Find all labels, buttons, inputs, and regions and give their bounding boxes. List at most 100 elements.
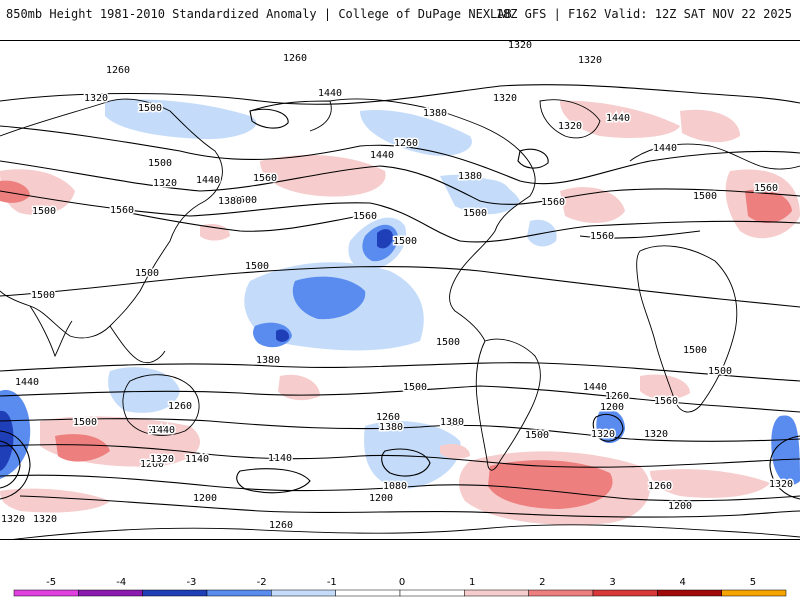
contour-label: 1440: [653, 143, 677, 154]
anomaly-neg-canada: [360, 110, 472, 156]
contour-1500-north: [0, 190, 800, 243]
contour-label: 1320: [84, 93, 108, 104]
contour-label: 1260: [106, 65, 130, 76]
contour-label: 1140: [268, 453, 292, 464]
contour-label: 1500: [148, 158, 172, 169]
contour-label: 1500: [463, 208, 487, 219]
contour-label: 1500: [393, 236, 417, 247]
contour-label: 1440: [151, 425, 175, 436]
contour-label: 1500: [436, 337, 460, 348]
colorbar-tick-label: 2: [539, 577, 545, 588]
contour-label: 1440: [196, 175, 220, 186]
colorbar-tick-label: -3: [186, 577, 196, 588]
colorbar-tick-label: 0: [399, 577, 405, 588]
anomaly-neg-west-edge-core: [0, 410, 14, 471]
colorbar-segment: [78, 589, 143, 597]
contour-label: 1200: [369, 493, 393, 504]
colorbar-segment: [142, 589, 208, 597]
contour-label: 1440: [370, 150, 394, 161]
contour-label: 1380: [458, 171, 482, 182]
contour-1380-north: [0, 125, 800, 185]
colorbar-segment: [528, 589, 594, 597]
anomaly-pos-south-ocean-west: [0, 488, 110, 513]
contour-label: 1380: [440, 417, 464, 428]
colorbar-tick-label: 4: [680, 577, 686, 588]
contour-label: 1500: [31, 290, 55, 301]
colorbar-tick-label: -4: [116, 577, 126, 588]
contour-label: 1320: [148, 425, 172, 436]
contour-low-west-2: [0, 440, 21, 489]
contour-label: 1380: [218, 196, 242, 207]
contour-1380-south: [0, 418, 800, 442]
contour-label: 1560: [541, 197, 565, 208]
contour-hudson-low: [517, 148, 549, 169]
contour-1500-south: [0, 362, 800, 382]
header-bar: 850mb Height 1981-2010 Standardized Anom…: [0, 0, 800, 30]
anomaly-pos-south-atlantic: [640, 374, 690, 400]
contour-label: 1260: [376, 412, 400, 423]
contour-label: 1320: [578, 55, 602, 66]
contour-label: 1440: [583, 382, 607, 393]
contour-label: 1320: [1, 514, 25, 525]
contour-label: 1260: [168, 401, 192, 412]
anomaly-pos-greenland: [560, 100, 680, 138]
anomaly-neg-east-edge: [771, 415, 800, 485]
contour-1080-south: [381, 448, 431, 477]
contour-label: 1260: [605, 391, 629, 402]
contour-label: 1260: [269, 520, 293, 531]
colorbar: -5 -4 -3 -2 -1 0 1 2 3 4 5: [0, 570, 800, 600]
colorbar-segment: [464, 589, 529, 597]
contour-label: 1080: [383, 481, 407, 492]
anomaly-pos-antarctic-core: [488, 460, 613, 509]
model-valid-time: 18Z GFS | F162 Valid: 12Z SAT NOV 22 202…: [495, 7, 792, 21]
colorbar-tick-label: 5: [750, 577, 756, 588]
contour-1320-north: [0, 84, 800, 105]
contour-label: 1380: [423, 108, 447, 119]
colorbar-tick-label: 3: [609, 577, 615, 588]
contour-1500-tropics: [0, 265, 800, 308]
contour-label: 1320: [33, 514, 57, 525]
anomaly-pos-south-indian-core: [55, 434, 110, 462]
contour-label: 1500: [135, 268, 159, 279]
colorbar-segment: [721, 589, 787, 597]
contour-label: 1500: [683, 345, 707, 356]
contour-label: 1380: [379, 422, 403, 433]
contour-1560-north: [119, 210, 701, 239]
colorbar-segment: [206, 589, 272, 597]
contour-label: 1200: [600, 402, 624, 413]
contour-label: 1560: [654, 396, 678, 407]
negative-anomaly-shading: [0, 99, 800, 489]
map-panel[interactable]: 1320 1260 1260 1320 1320 1440 1500 1320 1260 1320…: [0, 40, 800, 540]
contour-label: 1440: [318, 88, 342, 99]
anomaly-pos-siberia: [0, 169, 75, 215]
contour-label: 1320: [150, 454, 174, 465]
contour-north-pacific-low: [249, 108, 289, 129]
contour-low-east-1: [769, 435, 800, 500]
coast-australia: [122, 374, 200, 436]
contour-label: 1440: [15, 377, 39, 388]
contour-label: 1560: [590, 231, 614, 242]
coast-antarctica: [12, 524, 800, 539]
colorbar-segment: [335, 589, 401, 597]
contour-label: 1200: [668, 501, 692, 512]
contour-1260-south: [0, 474, 800, 502]
contour-label: 1320: [644, 429, 668, 440]
coast-africa: [636, 245, 738, 413]
colorbar-segments: [13, 589, 787, 597]
coastlines: [0, 98, 800, 539]
contour-label: 1500: [245, 261, 269, 272]
coast-se-asia: [109, 325, 166, 364]
anomaly-pos-south-pacific-1: [278, 374, 320, 401]
anomaly-pos-antarctic-pen: [440, 444, 470, 459]
coast-india: [29, 305, 73, 358]
contour-label: 1500: [233, 195, 257, 206]
height-contours: [0, 84, 800, 518]
contour-1320-south: [0, 444, 800, 468]
anomaly-pos-europe: [680, 109, 740, 143]
contour-label: 1440: [606, 113, 630, 124]
contour-label: 1380: [256, 355, 280, 366]
contour-low-atlantic: [592, 413, 624, 442]
coast-alaska: [249, 100, 332, 132]
contour-label: 1260: [648, 481, 672, 492]
